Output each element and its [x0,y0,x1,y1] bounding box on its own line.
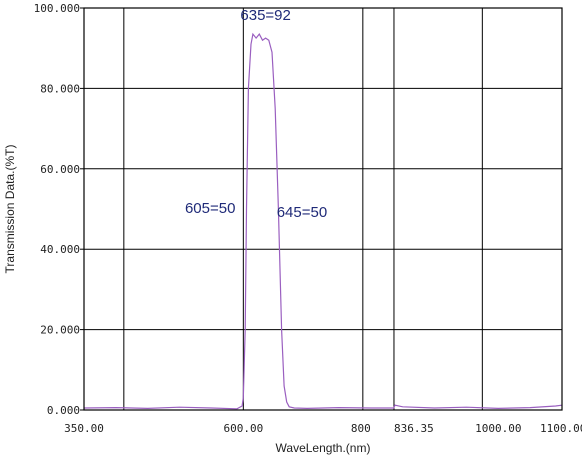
x-tick-label-5: 1100.00 [540,422,582,435]
x-tick-labels: 350.00 600.00 800 836.35 1000.00 1100.00 [64,422,582,435]
y-tick-labels: 0.000 20.000 40.000 60.000 80.000 100.000 [34,2,80,417]
x-tick-label-3: 836.35 [394,422,434,435]
x-tick-label-4: 1000.00 [475,422,521,435]
y-axis-label: Transmission Data.(%T) [3,145,17,274]
plot-frame [83,7,563,411]
y-tick-label-0: 0.000 [47,404,80,417]
x-tick-label-0: 350.00 [64,422,104,435]
y-tick-label-2: 40.000 [40,243,80,256]
curve-layer [83,32,563,410]
y-tick-label-4: 80.000 [40,82,80,95]
y-tick-label-1: 20.000 [40,324,80,337]
annotations: 635=92 605=50 645=50 [185,7,327,221]
series-line-0 [83,32,563,410]
x-tick-label-2: 800 [351,422,371,435]
x-tick-label-1: 600.00 [223,422,263,435]
annotation-0: 635=92 [240,7,290,24]
annotation-1: 605=50 [185,200,235,217]
annotation-2: 645=50 [277,204,327,221]
y-tick-label-5: 100.000 [34,2,80,15]
x-axis-label: WaveLength.(nm) [276,441,371,455]
y-tick-label-3: 60.000 [40,163,80,176]
grid [80,7,562,411]
